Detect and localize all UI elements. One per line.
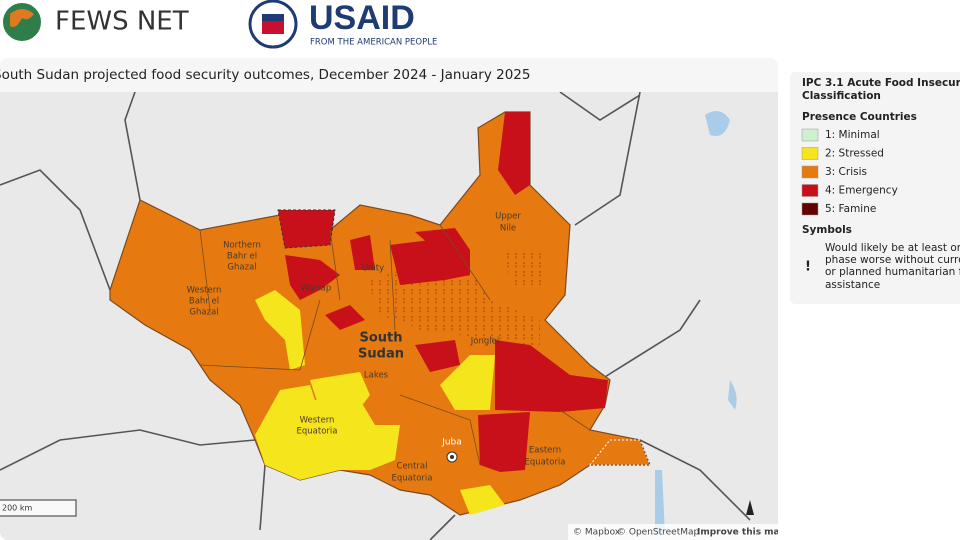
region-label: Ghazal — [189, 308, 218, 318]
symbol-label: phase worse without current — [825, 254, 960, 266]
phase-area — [478, 412, 530, 472]
symbol-label: assistance — [825, 279, 880, 291]
south-sudan — [109, 111, 651, 516]
region-label: Western — [187, 286, 222, 296]
legend-label: 3: Crisis — [825, 166, 867, 178]
phase-area — [415, 228, 470, 250]
phase-area — [310, 372, 370, 415]
legend: IPC 3.1 Acute Food Insecurity Classifica… — [790, 72, 960, 304]
header: FEWS NET USAID FROM THE AMERICAN PEOPLE — [1, 0, 437, 49]
legend-label: 5: Famine — [825, 203, 876, 215]
region-label: Equatoria — [297, 427, 338, 437]
legend-swatch — [801, 147, 819, 160]
phase-area — [460, 485, 505, 515]
fews-logo — [2, 2, 42, 42]
city-label: Juba — [441, 438, 462, 448]
phase-area — [415, 340, 460, 372]
legend-title: IPC 3.1 Acute Food Insecurity — [802, 77, 960, 89]
phase-area — [440, 355, 495, 410]
partner: USAID — [309, 0, 415, 37]
phase-area — [495, 340, 608, 412]
legend-swatch — [801, 165, 819, 179]
region-label: Bahr el — [189, 297, 219, 307]
phase-area — [390, 240, 470, 285]
symbols-title: Symbols — [802, 224, 852, 236]
region-label: Lakes — [364, 371, 389, 381]
phase-area — [498, 112, 530, 195]
legend-swatch — [801, 202, 819, 216]
legend-swatch — [801, 184, 819, 197]
region-label: Unity — [362, 264, 384, 274]
map-title: South Sudan projected food security outc… — [0, 67, 530, 83]
phase-area — [255, 290, 305, 370]
country-label: Sudan — [358, 347, 404, 362]
region-label: Central — [397, 462, 428, 472]
region-label: Jonglei — [470, 337, 499, 347]
region-label: Ghazal — [227, 263, 256, 273]
legend-swatch — [801, 128, 819, 142]
region-label: Equatoria — [525, 458, 566, 468]
phase-area — [325, 305, 365, 330]
legend-label: 1: Minimal — [825, 129, 880, 141]
region-label: Eastern — [529, 446, 561, 456]
symbol-label: Would likely be at least one — [825, 242, 960, 254]
attribution-link[interactable]: Improve this map — [697, 528, 787, 538]
region-label: Upper — [495, 212, 521, 222]
phase-area — [255, 385, 400, 480]
region-label: Nile — [500, 224, 516, 234]
scale-bar — [0, 499, 77, 517]
legend-label: 4: Emergency — [825, 185, 898, 197]
region-label: Western — [300, 416, 335, 426]
region-label: Bahr el — [227, 252, 257, 262]
country-label: South — [359, 331, 402, 346]
phase-area — [277, 209, 336, 249]
region-label: Warrap — [301, 284, 332, 294]
symbol-icon: ! — [805, 260, 811, 275]
phase-area — [285, 255, 340, 300]
map: Upper Nile Northern Bahr el Ghazal Weste… — [0, 58, 787, 540]
region-label: Northern — [223, 241, 261, 251]
scale-label: 200 km — [2, 504, 32, 513]
brand: FEWS NET — [55, 7, 189, 37]
attribution[interactable]: © Mapbox — [573, 528, 621, 538]
attribution[interactable]: © OpenStreetMap — [617, 528, 700, 538]
legend-title: Classification — [802, 90, 881, 102]
legend-label: 2: Stressed — [825, 148, 884, 160]
partner-tagline: FROM THE AMERICAN PEOPLE — [310, 38, 437, 48]
symbol-label: or planned humanitarian food — [825, 266, 960, 278]
phase-area — [350, 235, 375, 270]
legend-section: Presence Countries — [802, 111, 917, 123]
region-label: Equatoria — [392, 474, 433, 484]
